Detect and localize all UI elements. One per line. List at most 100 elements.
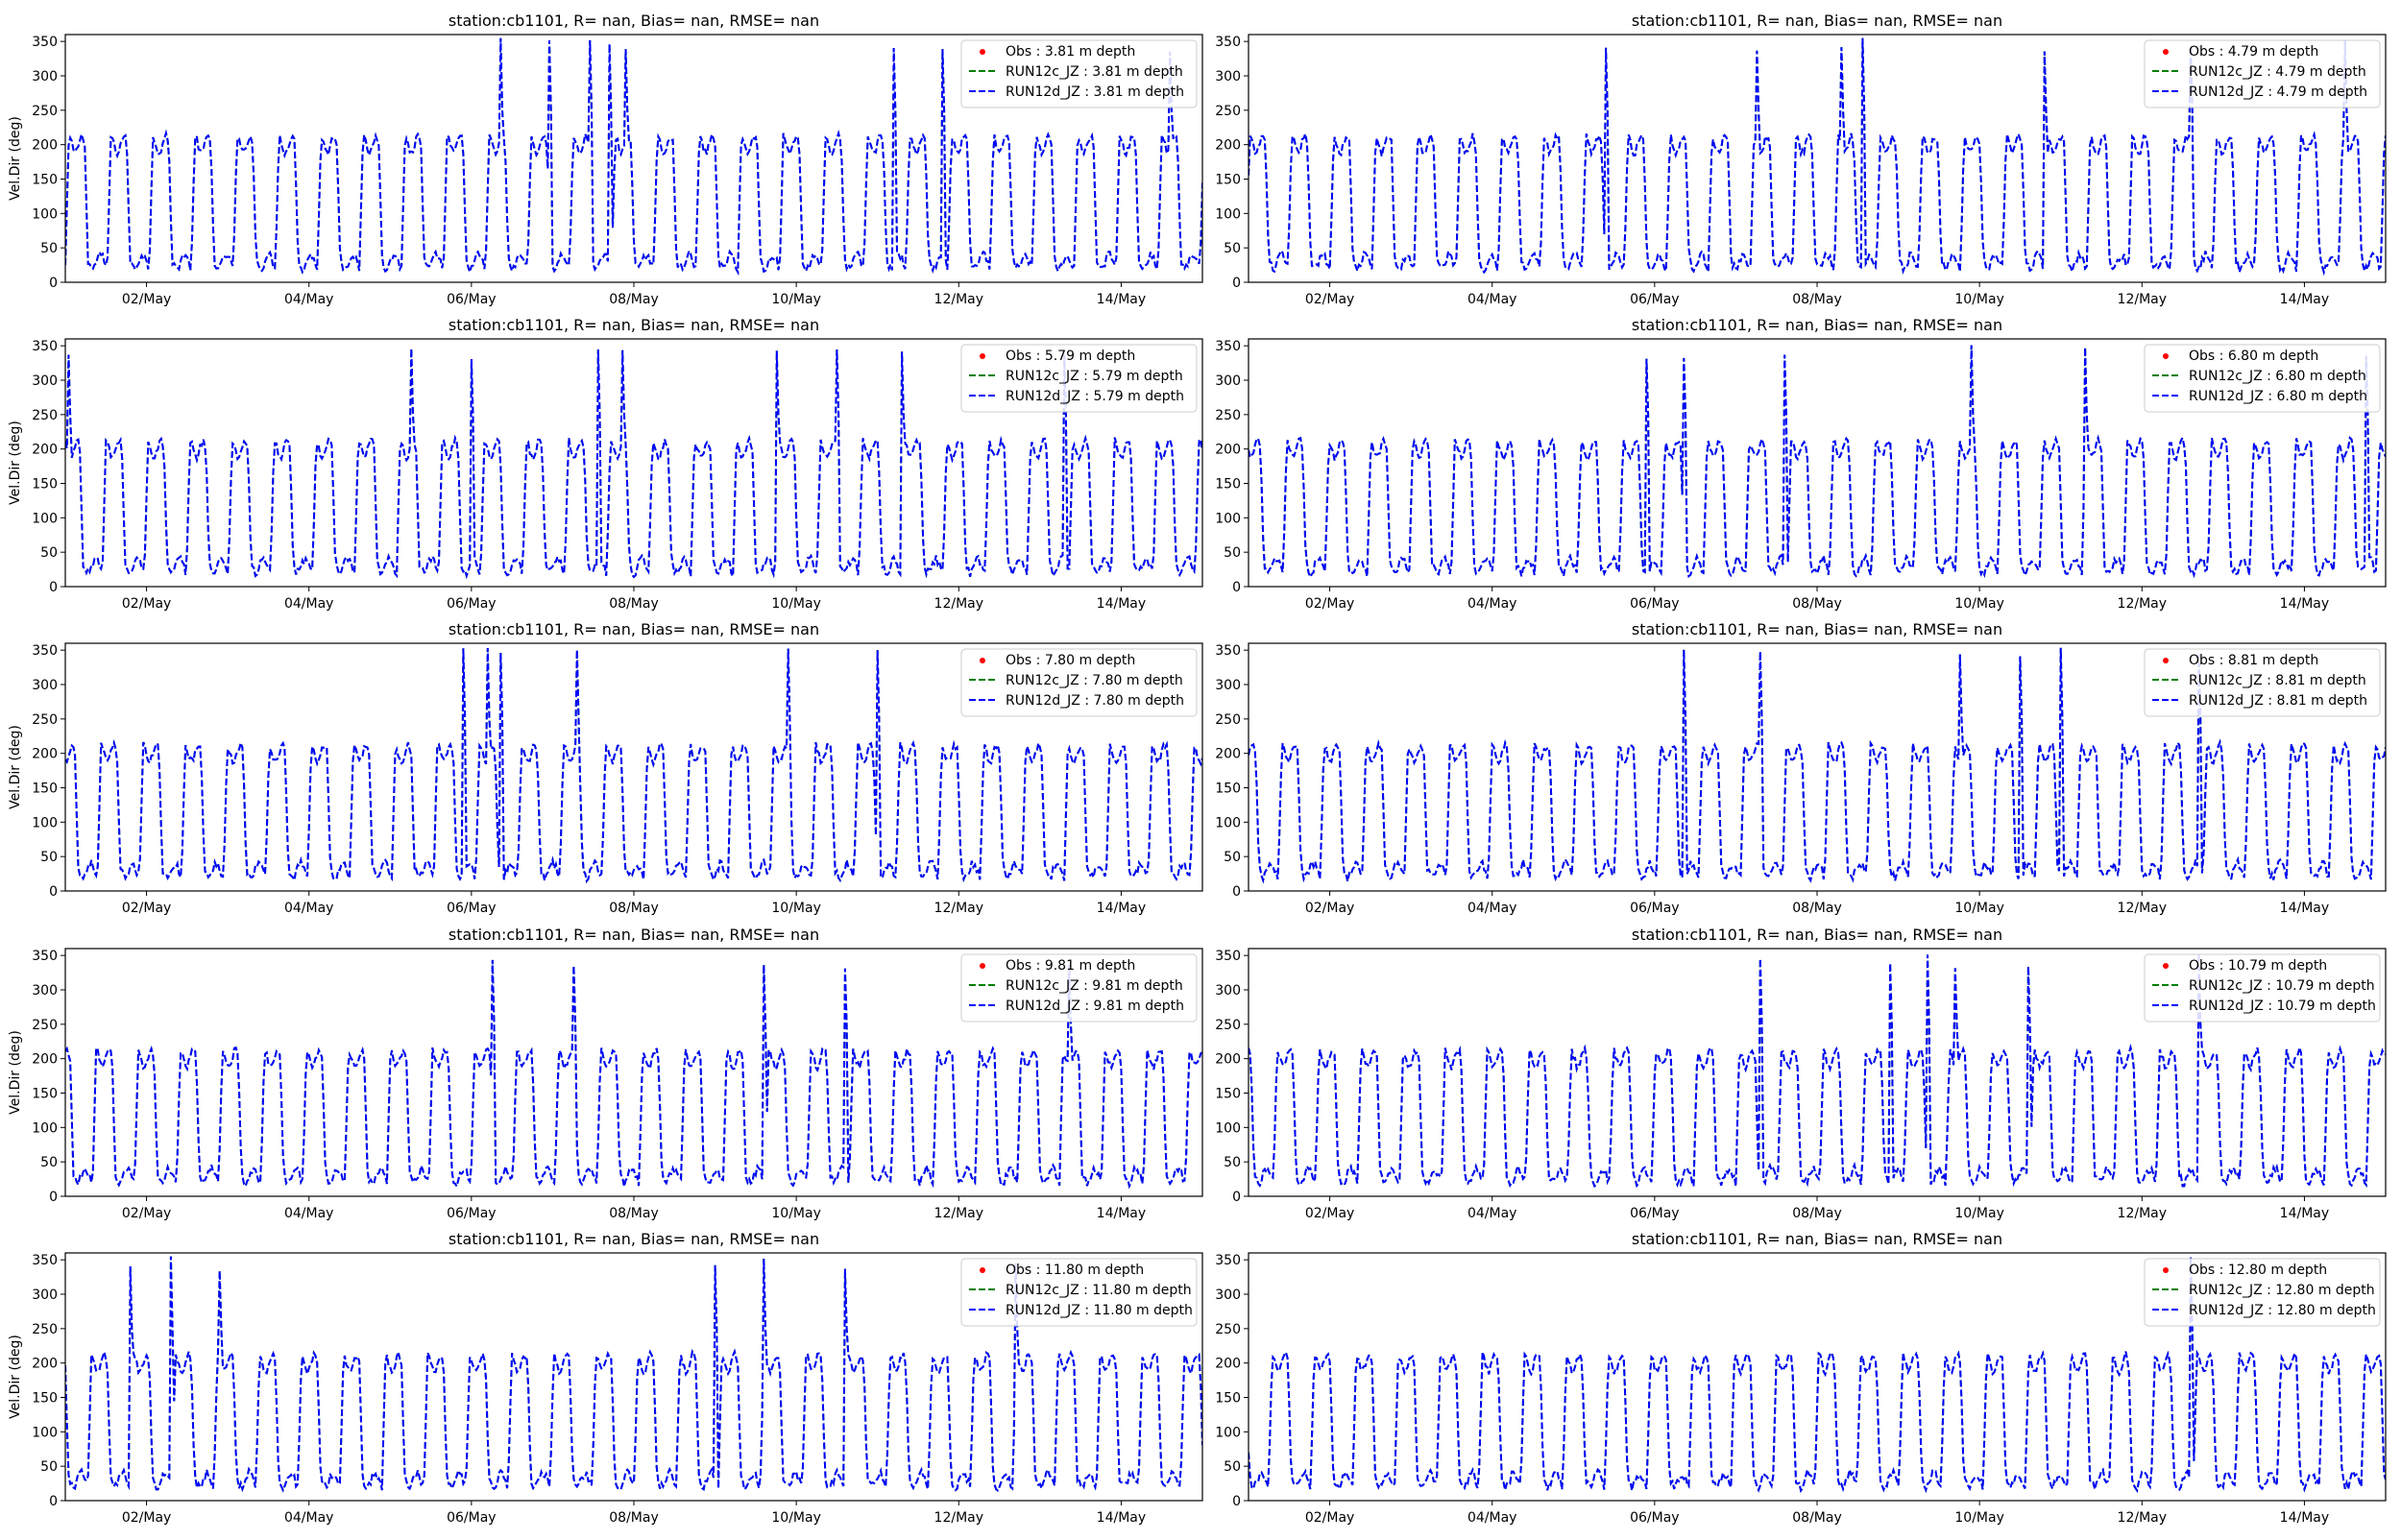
legend-label: RUN12d_JZ : 3.81 m depth — [1006, 84, 1184, 100]
x-tick-label: 04/May — [284, 596, 333, 612]
y-tick-label: 50 — [40, 1155, 58, 1170]
y-tick-label: 100 — [1215, 206, 1241, 222]
legend-label: RUN12d_JZ : 11.80 m depth — [1006, 1303, 1193, 1318]
x-tick-label: 02/May — [1305, 901, 1354, 916]
x-tick-label: 12/May — [934, 1206, 983, 1221]
y-tick-label: 100 — [32, 815, 58, 830]
y-tick-label: 200 — [1215, 747, 1241, 762]
y-tick-label: 350 — [32, 643, 58, 659]
x-tick-label: 06/May — [447, 596, 496, 612]
legend-obs-marker — [980, 1267, 985, 1273]
axes-frame — [64, 34, 1203, 283]
y-tick-label: 350 — [1215, 1253, 1241, 1268]
subplot-title: station:cb1101, R= nan, Bias= nan, RMSE=… — [1632, 620, 2002, 638]
subplot-3-81: station:cb1101, R= nan, Bias= nan, RMSE=… — [8, 12, 1203, 307]
y-tick-label: 100 — [32, 206, 58, 222]
x-tick-label: 02/May — [122, 1206, 171, 1221]
x-tick-label: 10/May — [771, 1510, 820, 1526]
legend-label: Obs : 3.81 m depth — [1006, 44, 1135, 60]
x-tick-label: 06/May — [1630, 901, 1679, 916]
legend-label: RUN12d_JZ : 10.79 m depth — [2189, 999, 2376, 1014]
y-tick-label: 50 — [40, 545, 58, 561]
x-tick-label: 04/May — [1467, 901, 1516, 916]
legend-box — [960, 953, 1198, 1023]
y-tick-label: 0 — [1232, 1494, 1241, 1509]
y-tick-label: 350 — [32, 35, 58, 50]
y-tick-label: 300 — [32, 373, 58, 389]
y-tick-label: 250 — [32, 408, 58, 423]
y-tick-label: 250 — [1215, 712, 1241, 728]
y-tick-label: 350 — [32, 1253, 58, 1268]
y-tick-label: 150 — [1215, 782, 1241, 797]
legend-label: RUN12c_JZ : 9.81 m depth — [1006, 978, 1183, 994]
y-tick-label: 350 — [1215, 339, 1241, 354]
y-tick-label: 350 — [1215, 35, 1241, 50]
legend-obs-marker — [2163, 49, 2169, 55]
x-tick-label: 14/May — [1097, 292, 1146, 307]
y-tick-label: 300 — [32, 69, 58, 84]
y-tick-label: 350 — [1215, 643, 1241, 659]
y-tick-label: 100 — [1215, 815, 1241, 830]
axes-frame — [1248, 338, 2387, 588]
legend-label: RUN12c_JZ : 12.80 m depth — [2189, 1283, 2375, 1298]
legend-label: RUN12c_JZ : 4.79 m depth — [2189, 64, 2366, 80]
subplot-9-81: station:cb1101, R= nan, Bias= nan, RMSE=… — [8, 926, 1203, 1221]
axes-frame — [64, 338, 1203, 588]
x-tick-label: 12/May — [934, 596, 983, 612]
subplot-8-81: station:cb1101, R= nan, Bias= nan, RMSE=… — [1215, 620, 2387, 916]
y-tick-label: 250 — [1215, 1322, 1241, 1337]
x-tick-label: 10/May — [1954, 292, 2003, 307]
y-tick-label: 50 — [40, 850, 58, 865]
x-tick-label: 10/May — [771, 1206, 820, 1221]
subplot-title: station:cb1101, R= nan, Bias= nan, RMSE=… — [449, 316, 819, 334]
legend-obs-marker — [2163, 1267, 2169, 1273]
x-tick-label: 10/May — [1954, 1510, 2003, 1526]
legend-label: RUN12d_JZ : 12.80 m depth — [2189, 1303, 2376, 1318]
x-tick-label: 04/May — [284, 1510, 333, 1526]
y-tick-label: 300 — [1215, 678, 1241, 693]
legend-label: RUN12d_JZ : 6.80 m depth — [2189, 389, 2367, 404]
y-tick-label: 300 — [32, 1287, 58, 1303]
x-tick-label: 12/May — [2118, 901, 2167, 916]
y-tick-label: 150 — [32, 1087, 58, 1102]
y-tick-label: 250 — [32, 712, 58, 728]
x-tick-label: 04/May — [284, 292, 333, 307]
y-tick-label: 0 — [49, 580, 58, 595]
x-tick-label: 12/May — [934, 292, 983, 307]
x-tick-label: 10/May — [771, 292, 820, 307]
y-tick-label: 0 — [49, 884, 58, 900]
y-tick-label: 200 — [1215, 138, 1241, 154]
legend-label: RUN12c_JZ : 8.81 m depth — [2189, 673, 2366, 688]
x-tick-label: 06/May — [1630, 596, 1679, 612]
legend-obs-marker — [980, 353, 985, 359]
series-line-run12d — [1249, 647, 2386, 884]
x-tick-label: 06/May — [1630, 1510, 1679, 1526]
y-tick-label: 0 — [1232, 884, 1241, 900]
legend-label: RUN12c_JZ : 10.79 m depth — [2189, 978, 2375, 994]
x-tick-label: 14/May — [2280, 901, 2329, 916]
legend-box — [2144, 39, 2381, 108]
x-tick-label: 10/May — [1954, 901, 2003, 916]
subplot-title: station:cb1101, R= nan, Bias= nan, RMSE=… — [1632, 926, 2002, 944]
x-tick-label: 12/May — [2118, 1510, 2167, 1526]
y-tick-label: 100 — [1215, 1120, 1241, 1136]
y-tick-label: 250 — [32, 1322, 58, 1337]
y-tick-label: 300 — [1215, 1287, 1241, 1303]
axes-frame — [1248, 948, 2387, 1197]
subplot-title: station:cb1101, R= nan, Bias= nan, RMSE=… — [449, 1230, 819, 1248]
x-tick-label: 02/May — [122, 901, 171, 916]
y-tick-label: 200 — [32, 138, 58, 154]
legend-label: Obs : 7.80 m depth — [1006, 653, 1135, 668]
y-tick-label: 0 — [49, 1190, 58, 1205]
legend-label: Obs : 6.80 m depth — [2189, 349, 2318, 364]
y-tick-label: 150 — [32, 477, 58, 493]
subplot-title: station:cb1101, R= nan, Bias= nan, RMSE=… — [1632, 12, 2002, 30]
y-tick-label: 50 — [1224, 241, 1241, 256]
x-tick-label: 04/May — [1467, 1206, 1516, 1221]
y-tick-label: 100 — [32, 1120, 58, 1136]
y-tick-label: 250 — [1215, 1018, 1241, 1033]
legend-label: Obs : 10.79 m depth — [2189, 958, 2327, 974]
series-line-run12d — [65, 959, 1202, 1190]
axes-frame — [1248, 34, 2387, 283]
